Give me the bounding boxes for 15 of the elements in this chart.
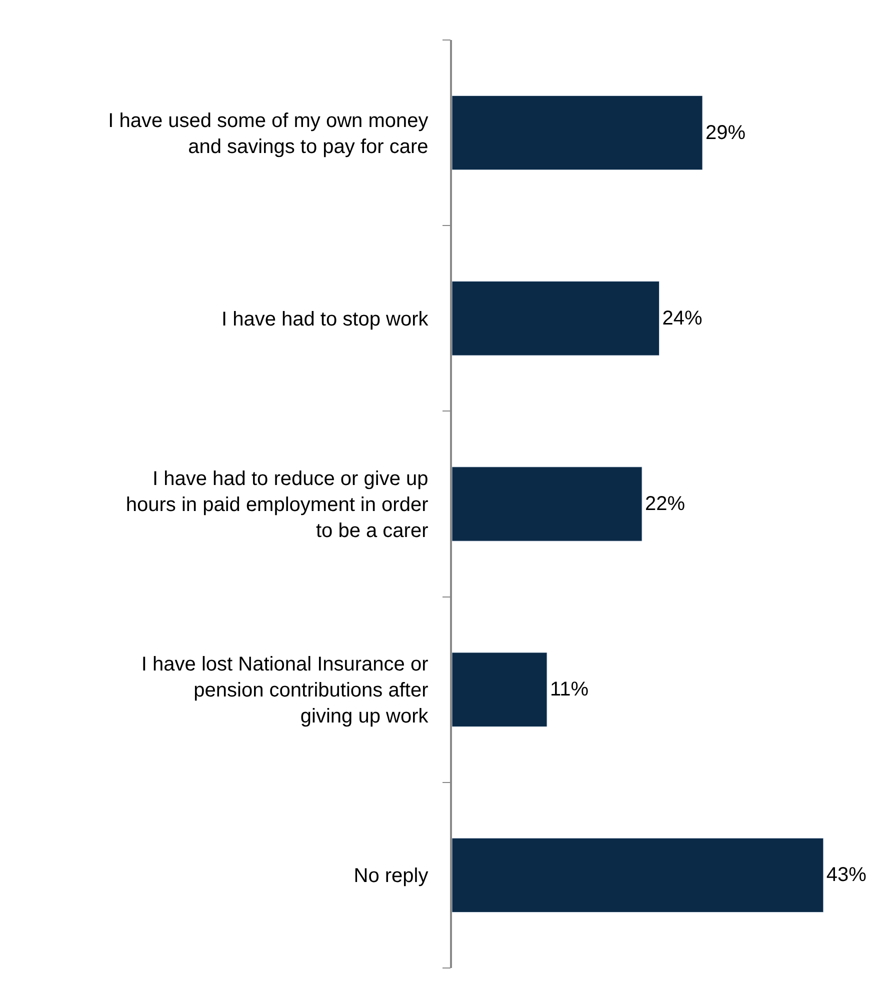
bar <box>452 466 642 542</box>
y-tick-label: I have used some of my own money and savings to pay for care <box>108 110 428 158</box>
bar <box>452 838 824 913</box>
data-label: 29% <box>706 122 746 144</box>
y-tick-label: I have lost National Insurance or pension contributions after giving up work <box>141 654 430 728</box>
data-label: 11% <box>550 678 589 701</box>
y-tick-label: I have had to reduce or give up hours in paid employment in order to be a carer <box>126 468 429 542</box>
y-tick-label: I have had to stop work <box>221 308 430 330</box>
bar <box>452 652 548 727</box>
data-label: 43% <box>826 864 867 886</box>
data-label: 24% <box>662 307 703 330</box>
y-tick-label: No reply <box>354 865 428 888</box>
bar <box>452 281 660 356</box>
bar <box>452 95 703 170</box>
data-label: 22% <box>645 493 686 515</box>
